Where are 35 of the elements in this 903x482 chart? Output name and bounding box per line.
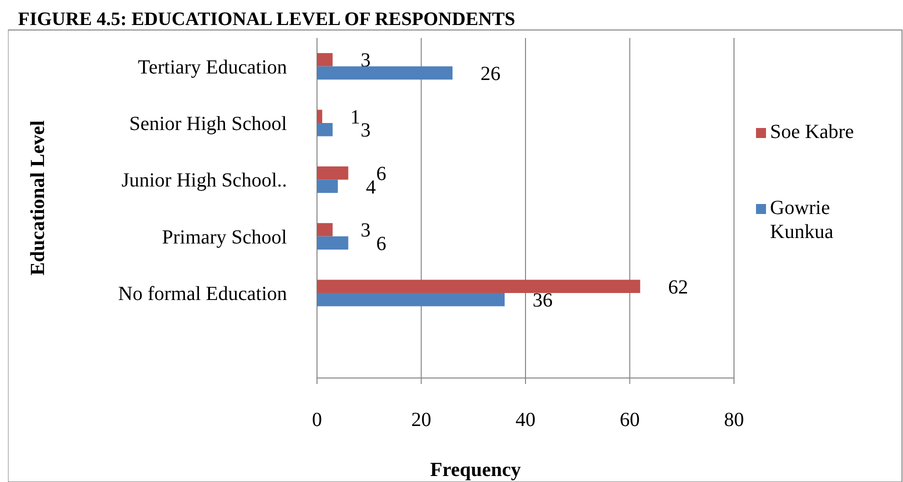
data-label: 3 — [360, 50, 371, 72]
bar — [317, 66, 453, 80]
y-tick-label: Primary School — [162, 226, 288, 248]
x-axis-title: Frequency — [430, 459, 521, 481]
data-label: 26 — [480, 62, 501, 85]
bar — [317, 293, 505, 306]
bar — [317, 110, 322, 123]
data-label: 6 — [376, 163, 386, 186]
bar — [317, 53, 333, 66]
y-tick-label: No formal Education — [118, 283, 287, 305]
y-tick-label: Senior High School — [129, 113, 288, 135]
x-tick-label: 60 — [620, 409, 640, 431]
legend-label: Soe Kabre — [770, 121, 854, 143]
chart-title: FIGURE 4.5: EDUCATIONAL LEVEL OF RESPONDENTS — [18, 9, 516, 30]
bar — [317, 123, 333, 136]
data-label: 36 — [532, 290, 553, 312]
legend-label: Gowrie Kunkua — [770, 197, 834, 243]
data-label: 62 — [668, 276, 688, 298]
data-label: 3 — [360, 120, 371, 142]
x-tick-label: 40 — [516, 409, 536, 431]
bar — [317, 166, 348, 180]
data-label: 1 — [350, 106, 360, 128]
x-tick-label: 20 — [411, 409, 432, 431]
data-label: 6 — [376, 232, 386, 255]
y-tick-label: Tertiary Education — [138, 56, 287, 78]
x-tick-label: 0 — [312, 409, 322, 431]
y-axis-title: Educational Level — [27, 120, 49, 276]
data-label: 4 — [366, 176, 376, 198]
bar — [317, 236, 348, 250]
x-tick-label: 80 — [724, 409, 744, 431]
bar — [317, 223, 333, 236]
data-label: 3 — [360, 220, 371, 242]
bar — [317, 280, 640, 293]
bar — [317, 180, 338, 193]
y-tick-label: Junior High School.. — [121, 170, 287, 192]
